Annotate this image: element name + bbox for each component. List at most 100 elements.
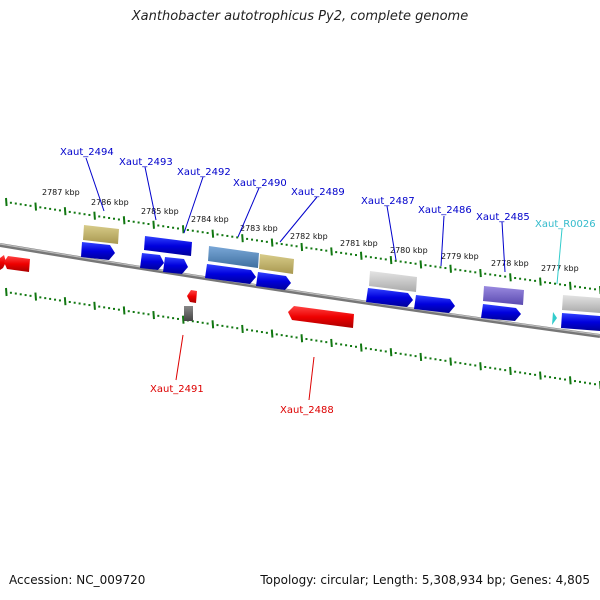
gene-label[interactable]: Xaut_2488	[280, 405, 334, 416]
gene-feature[interactable]	[208, 246, 259, 268]
gene-feature[interactable]	[205, 264, 256, 284]
scale-dot	[226, 234, 229, 237]
gene-label[interactable]: Xaut_2485	[476, 212, 530, 223]
gene-feature[interactable]	[83, 225, 119, 244]
scale-dot	[246, 237, 249, 240]
scale-dot	[439, 266, 442, 269]
scale-tick	[509, 273, 512, 282]
gene-feature[interactable]	[561, 313, 600, 331]
gene-label[interactable]: Xaut_2491	[150, 384, 204, 395]
scale-dot	[534, 373, 537, 376]
scale-dot	[424, 356, 427, 359]
gene-feature[interactable]	[140, 253, 164, 270]
scale-dot	[499, 274, 502, 277]
gene-feature[interactable]	[481, 304, 521, 321]
gene-feature[interactable]	[81, 242, 115, 260]
scale-dot	[9, 291, 12, 294]
scale-dot	[19, 293, 22, 296]
gene-label[interactable]: Xaut_2492	[177, 167, 231, 178]
scale-dot	[280, 243, 283, 246]
scale-tick	[300, 334, 304, 343]
scale-dot	[285, 334, 288, 337]
scale-dot	[177, 317, 180, 320]
gene-feature[interactable]	[163, 257, 188, 274]
gene-feature[interactable]	[483, 286, 524, 305]
gene-feature[interactable]	[288, 306, 354, 328]
scale-dot	[260, 331, 263, 334]
scale-dot	[340, 343, 343, 346]
scale-dot	[147, 222, 150, 225]
leader-line	[183, 176, 204, 234]
scale-dot	[564, 284, 567, 287]
scale-dot	[504, 369, 507, 372]
scale-dot	[574, 285, 577, 288]
gene-feature[interactable]	[259, 254, 294, 274]
scale-dot	[399, 352, 402, 355]
scale-dot	[494, 367, 497, 370]
gene-label[interactable]: Xaut_2487	[361, 196, 415, 207]
scale-dot	[172, 226, 175, 229]
scale-dot	[73, 301, 76, 304]
scale-dot	[524, 278, 527, 281]
scale-dot	[345, 252, 348, 255]
scale-tick	[152, 310, 155, 320]
rna-feature[interactable]	[552, 312, 557, 325]
scale-dot	[549, 281, 552, 284]
gene-feature[interactable]	[4, 256, 30, 272]
scale-tick	[270, 329, 274, 338]
gene-feature[interactable]	[0, 255, 6, 270]
scale-dot	[409, 261, 412, 264]
scale-dot	[315, 248, 318, 251]
scale-tick	[63, 297, 67, 306]
gene-label[interactable]: Xaut_2490	[233, 178, 287, 189]
scale-dot	[236, 236, 239, 239]
scale-dot	[78, 302, 81, 305]
gene-feature[interactable]	[562, 295, 600, 313]
gene-label[interactable]: Xaut_R0026	[535, 219, 596, 230]
scale-tick	[5, 287, 8, 297]
scale-dot	[489, 366, 492, 369]
scale-dot	[132, 310, 135, 313]
gene-label[interactable]: Xaut_2493	[119, 157, 173, 168]
scale-dot	[196, 230, 199, 233]
gene-feature[interactable]	[366, 288, 413, 307]
gene-label[interactable]: Xaut_2494	[60, 147, 114, 158]
scale-dot	[44, 297, 47, 300]
upper-scale-ticks	[5, 197, 600, 295]
scale-tick	[389, 348, 393, 357]
gene-feature[interactable]	[414, 295, 455, 313]
scale-dot	[594, 383, 597, 386]
scale-dot	[519, 371, 522, 374]
gene-feature[interactable]	[187, 290, 197, 303]
scale-dot	[494, 274, 497, 277]
scale-dot	[295, 245, 298, 248]
scale-label: 2779 kbp	[441, 252, 479, 261]
gene-label[interactable]: Xaut_2489	[291, 187, 345, 198]
scale-dot	[236, 327, 239, 330]
genome-backbone	[0, 243, 600, 338]
scale-dot	[579, 380, 582, 383]
scale-dot	[191, 320, 194, 323]
gene-feature[interactable]	[256, 272, 291, 290]
scale-tick	[181, 315, 185, 324]
scale-dot	[434, 265, 437, 268]
scale-dot	[137, 221, 140, 224]
scale-dot	[394, 352, 397, 355]
scale-dot	[325, 341, 328, 344]
scale-dot	[117, 218, 120, 221]
scale-dot	[554, 282, 557, 285]
scale-dot	[469, 363, 472, 366]
leader-line	[175, 334, 184, 381]
scale-dot	[374, 348, 377, 351]
scale-dot	[73, 211, 76, 214]
scale-dot	[103, 216, 106, 219]
gene-label[interactable]: Xaut_2486	[418, 205, 472, 216]
gene-feature[interactable]	[144, 236, 192, 256]
scale-dot	[579, 286, 582, 289]
gene-feature[interactable]	[184, 306, 193, 321]
scale-dot	[459, 362, 462, 365]
gene-feature[interactable]	[369, 271, 417, 292]
scale-dot	[350, 345, 353, 348]
scale-dot	[310, 338, 313, 341]
